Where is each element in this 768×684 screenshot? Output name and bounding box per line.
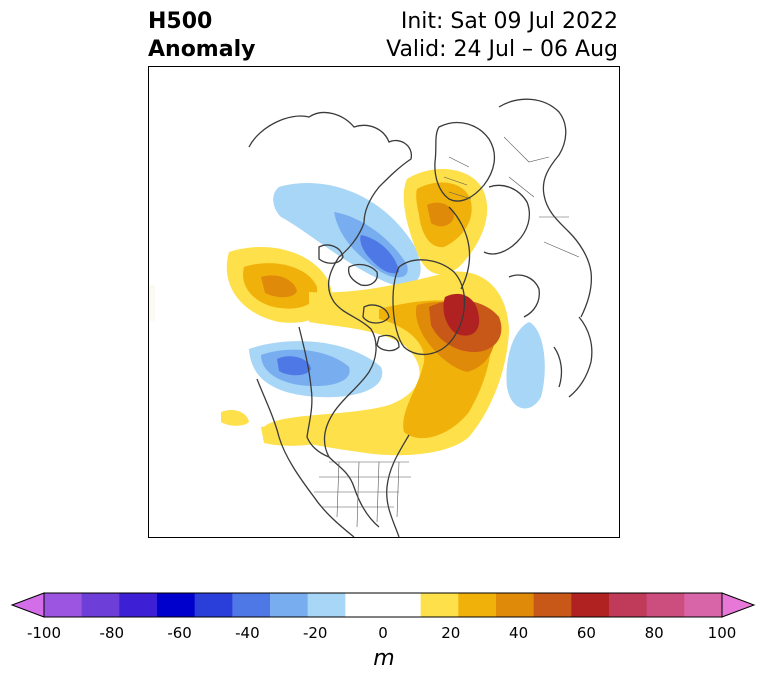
colorbar-segment bbox=[81, 593, 120, 617]
colorbar-tick-label: 100 bbox=[707, 624, 737, 642]
colorbar-segment bbox=[157, 593, 196, 617]
colorbar-segments bbox=[10, 592, 756, 618]
colorbar-segment bbox=[270, 593, 309, 617]
colorbar-segment bbox=[232, 593, 271, 617]
colorbar-segment bbox=[684, 593, 723, 617]
colorbar bbox=[10, 592, 756, 618]
colorbar-extend-low bbox=[10, 592, 45, 618]
positive-anomaly-pacific-patch bbox=[221, 410, 249, 426]
colorbar-segment bbox=[307, 593, 346, 617]
forecast-dates: Init: Sat 09 Jul 2022 Valid: 24 Jul – 06… bbox=[386, 8, 618, 64]
colorbar-segment bbox=[496, 593, 535, 617]
colorbar-segment bbox=[119, 593, 158, 617]
colorbar-segment bbox=[194, 593, 233, 617]
colorbar-extend-high bbox=[721, 592, 756, 618]
anomaly-shading bbox=[149, 169, 545, 456]
positive-anomaly-alaska-core bbox=[261, 275, 297, 298]
colorbar-tick-label: 40 bbox=[509, 624, 529, 642]
colorbar-segment bbox=[609, 593, 648, 617]
positive-anomaly-greenland-core bbox=[443, 293, 480, 336]
colorbar-tick-label: -40 bbox=[235, 624, 260, 642]
colorbar-unit: m bbox=[373, 646, 395, 671]
coastlines bbox=[248, 98, 593, 537]
positive-anomaly-scandinavia-core bbox=[427, 202, 454, 227]
title-line-1: H500 bbox=[148, 9, 213, 34]
map-title: H500 Anomaly bbox=[148, 8, 255, 64]
colorbar-tick-label: -80 bbox=[99, 624, 125, 642]
edge-tint bbox=[149, 285, 155, 321]
colorbar-segment bbox=[458, 593, 497, 617]
negative-anomaly-atlantic bbox=[506, 322, 545, 409]
country-borders bbox=[314, 136, 580, 528]
colorbar-segment bbox=[571, 593, 610, 617]
colorbar-tick-label: -60 bbox=[167, 624, 192, 642]
colorbar-segment bbox=[383, 593, 422, 617]
init-date: Init: Sat 09 Jul 2022 bbox=[400, 9, 618, 34]
colorbar-tick-label: 60 bbox=[576, 624, 596, 642]
colorbar-segment bbox=[345, 593, 384, 617]
negative-anomaly-arctic-core bbox=[360, 235, 399, 274]
valid-period: Valid: 24 Jul – 06 Aug bbox=[386, 37, 618, 62]
colorbar-segment bbox=[44, 593, 83, 617]
colorbar-frame bbox=[43, 592, 723, 618]
colorbar-ticks: -100 -80 -60 -40 -20 0 20 40 60 80 100 bbox=[0, 624, 768, 644]
anomaly-map bbox=[149, 98, 593, 537]
title-line-2: Anomaly bbox=[148, 37, 256, 62]
colorbar-tick-label: 80 bbox=[644, 624, 664, 642]
colorbar-tick-label: -20 bbox=[302, 624, 328, 642]
colorbar-tick-label: 20 bbox=[441, 624, 461, 642]
colorbar-tick-label: 0 bbox=[378, 624, 388, 642]
negative-anomaly-pacific-core bbox=[277, 356, 311, 376]
colorbar-segment bbox=[646, 593, 685, 617]
colorbar-tick-label: -100 bbox=[26, 624, 62, 642]
colorbar-segment bbox=[533, 593, 572, 617]
colorbar-segment bbox=[420, 593, 459, 617]
map-panel bbox=[148, 66, 620, 538]
